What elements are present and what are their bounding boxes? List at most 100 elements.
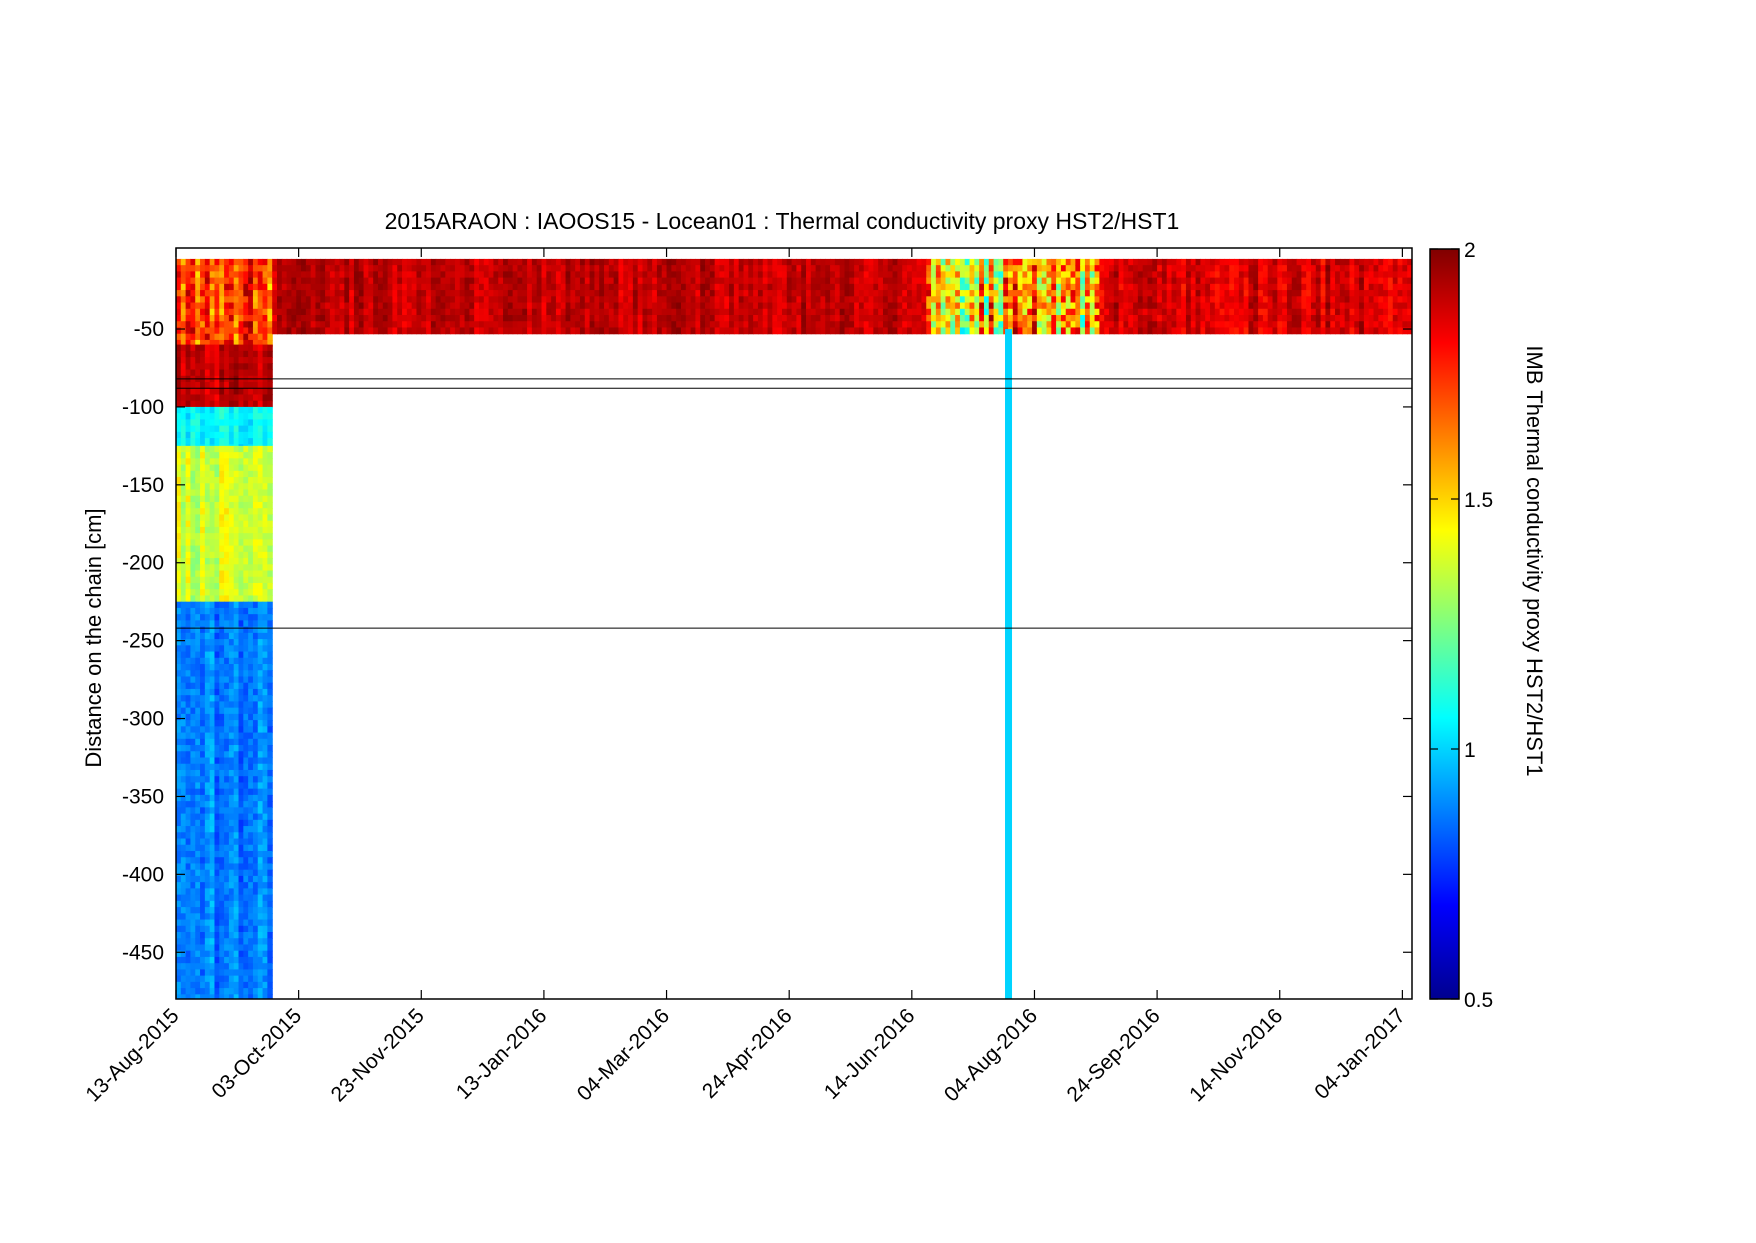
heatmap-cell — [705, 315, 711, 322]
heatmap-cell — [464, 290, 470, 297]
heatmap-cell — [219, 732, 225, 740]
heatmap-cell — [531, 277, 538, 285]
heatmap-cell — [176, 832, 182, 840]
heatmap-cell — [714, 290, 721, 297]
heatmap-cell — [248, 551, 254, 559]
heatmap-cell — [1258, 321, 1264, 329]
heatmap-cell — [243, 425, 249, 433]
heatmap-cell — [224, 782, 230, 790]
heatmap-cell — [185, 707, 192, 715]
heatmap-cell — [176, 533, 182, 540]
heatmap-cell — [233, 350, 240, 358]
heatmap-cell — [1243, 277, 1250, 285]
heatmap-cell — [373, 327, 379, 335]
heatmap-cell — [296, 283, 302, 291]
heatmap-cell — [238, 832, 244, 840]
heatmap-cell — [546, 308, 552, 316]
heatmap-cell — [1161, 302, 1168, 310]
heatmap-cell — [315, 302, 321, 310]
heatmap-cell — [329, 265, 336, 272]
heatmap-cell — [267, 888, 273, 896]
heatmap-cell — [257, 801, 264, 808]
heatmap-cell — [296, 327, 302, 335]
heatmap-cell — [267, 875, 273, 883]
heatmap-cell — [252, 551, 259, 559]
heatmap-cell — [262, 350, 268, 358]
heatmap-cell — [373, 258, 379, 266]
heatmap-cell — [257, 558, 264, 565]
heatmap-cell — [204, 458, 211, 466]
heatmap-cell — [878, 283, 884, 291]
heatmap-cell — [248, 900, 254, 908]
heatmap-cell — [1171, 258, 1177, 266]
heatmap-cell — [387, 277, 394, 285]
heatmap-cell — [1181, 308, 1187, 316]
heatmap-cell — [190, 458, 196, 466]
heatmap-cell — [248, 807, 254, 815]
heatmap-cell — [190, 400, 196, 408]
heatmap-cell — [1282, 290, 1288, 297]
heatmap-cell — [180, 907, 187, 914]
heatmap-cell — [228, 564, 235, 572]
heatmap-cell — [714, 321, 721, 329]
heatmap-cell — [637, 265, 644, 272]
heatmap-cell — [209, 950, 216, 958]
heatmap-cell — [185, 406, 192, 414]
heatmap-cell — [820, 327, 826, 335]
heatmap-cell — [604, 321, 610, 329]
heatmap-cell — [363, 302, 369, 310]
heatmap-cell — [262, 695, 268, 702]
heatmap-cell — [1070, 277, 1076, 285]
heatmap-cell — [204, 333, 211, 341]
heatmap-cell — [233, 850, 240, 858]
heatmap-cell — [478, 302, 485, 310]
heatmap-cell — [219, 290, 225, 297]
heatmap-cell — [228, 607, 235, 615]
heatmap-cell — [180, 470, 187, 478]
heatmap-cell — [1046, 277, 1052, 285]
heatmap-cell — [228, 595, 235, 603]
heatmap-cell — [897, 308, 903, 316]
heatmap-cell — [281, 321, 288, 329]
heatmap-cell — [228, 875, 235, 883]
heatmap-cell — [382, 283, 389, 291]
heatmap-cell — [762, 258, 769, 266]
heatmap-cell — [252, 302, 259, 310]
heatmap-cell — [1094, 302, 1100, 310]
heatmap-cell — [815, 290, 822, 297]
heatmap-cell — [555, 290, 562, 297]
heatmap-cell — [190, 576, 196, 584]
heatmap-cell — [214, 913, 220, 921]
heatmap-cell — [844, 302, 850, 310]
heatmap-cell — [190, 570, 196, 578]
heatmap-cell — [1118, 296, 1125, 304]
heatmap-cell — [402, 258, 408, 266]
heatmap-cell — [243, 576, 249, 584]
heatmap-cell — [238, 277, 244, 285]
heatmap-cell — [892, 290, 898, 297]
heatmap-cell — [262, 819, 268, 827]
heatmap-cell — [998, 308, 1004, 316]
heatmap-cell — [267, 570, 273, 578]
heatmap-cell — [882, 327, 889, 335]
heatmap-cell — [267, 582, 273, 590]
heatmap-cell — [892, 327, 898, 335]
heatmap-cell — [310, 290, 317, 297]
heatmap-cell — [233, 981, 240, 989]
heatmap-cell — [474, 302, 480, 310]
heatmap-cell — [555, 302, 562, 310]
heatmap-cell — [358, 296, 365, 304]
heatmap-cell — [791, 265, 798, 272]
heatmap-cell — [180, 526, 187, 534]
heatmap-cell — [252, 963, 259, 970]
heatmap-cell — [195, 925, 201, 933]
heatmap-cell — [882, 283, 889, 291]
heatmap-cell — [204, 570, 211, 578]
heatmap-cell — [1147, 290, 1153, 297]
heatmap-cell — [176, 938, 182, 946]
heatmap-cell — [195, 271, 201, 279]
heatmap-cell — [185, 925, 192, 933]
heatmap-cell — [195, 950, 201, 958]
heatmap-cell — [753, 290, 759, 297]
heatmap-cell — [219, 695, 225, 702]
